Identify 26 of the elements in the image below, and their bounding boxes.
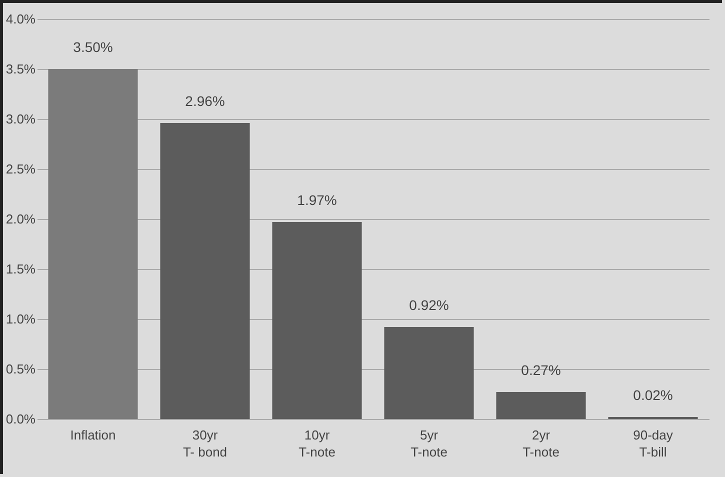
y-tick-label: 4.0% [6,12,36,26]
data-label: 2.96% [185,93,225,109]
y-tick-label: 0.0% [6,412,36,426]
x-tick-label: 30yr T- bond [182,428,228,460]
data-label: 1.97% [297,192,337,208]
bar [272,222,362,419]
y-tick-label: 1.0% [6,312,36,326]
x-tick-label: 5yr T-note [410,428,448,460]
bar [496,392,586,419]
x-tick-label: 10yr T-note [298,428,336,460]
x-tick-label: 90-day T-bill [633,428,674,460]
data-label: 3.50% [73,39,113,55]
data-label: 0.02% [633,387,673,403]
bar [384,327,474,419]
bar [48,69,138,419]
y-tick-label: 3.5% [6,62,36,76]
data-label: 0.92% [409,297,449,313]
y-tick-label: 2.5% [6,162,36,176]
y-tick-label: 1.5% [6,262,36,276]
y-tick-label: 0.5% [6,362,36,376]
y-tick-label: 3.0% [6,112,36,126]
x-tick-label: Inflation [70,428,116,442]
y-tick-label: 2.0% [6,212,36,226]
data-label: 0.27% [521,362,561,378]
x-tick-label: 2yr T-note [522,428,560,460]
bar [160,123,250,419]
